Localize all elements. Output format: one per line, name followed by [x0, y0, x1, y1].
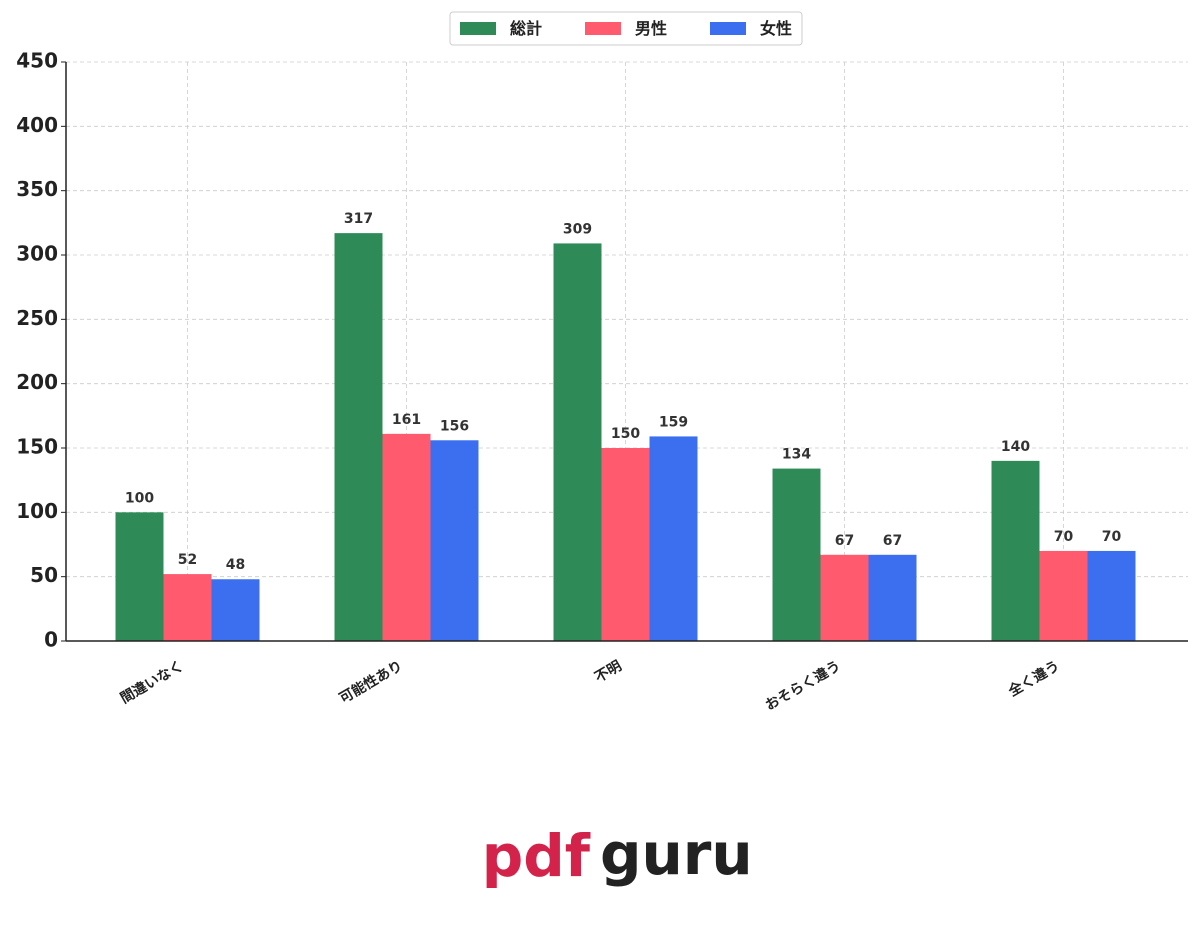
value-label: 156: [440, 418, 469, 434]
legend-swatch: [710, 22, 746, 35]
x-tick-label: 可能性あり: [336, 657, 405, 707]
legend-label: 男性: [635, 19, 667, 38]
value-label: 100: [125, 490, 154, 506]
value-label: 140: [1001, 439, 1030, 455]
bar: [868, 554, 917, 641]
y-tick-label: 450: [16, 49, 58, 73]
bar: [211, 579, 260, 641]
watermark-right: guru: [600, 820, 753, 888]
bar: [163, 574, 212, 641]
value-label: 317: [344, 211, 373, 227]
x-tick-label: 不明: [592, 658, 624, 686]
y-tick-label: 400: [16, 113, 58, 137]
bar: [1087, 550, 1136, 641]
bar: [553, 243, 602, 642]
value-label: 150: [611, 426, 640, 442]
legend-box: [449, 11, 803, 46]
y-tick-label: 0: [44, 628, 58, 652]
value-label: 159: [659, 414, 688, 430]
value-label: 134: [782, 447, 811, 463]
bar: [334, 233, 383, 642]
y-tick-label: 50: [30, 563, 58, 587]
legend-swatch: [460, 22, 496, 35]
x-tick-label: おそらく違う: [762, 657, 843, 714]
y-tick-label: 150: [16, 435, 58, 459]
bar: [430, 440, 479, 641]
bar: [1039, 550, 1088, 641]
bar: [382, 433, 431, 641]
bar: [820, 554, 869, 641]
value-label: 48: [226, 557, 245, 573]
value-label: 70: [1054, 529, 1074, 545]
value-label: 161: [392, 412, 421, 428]
legend-label: 総計: [510, 19, 542, 38]
bar: [601, 448, 650, 641]
value-label: 67: [835, 533, 854, 549]
value-label: 52: [178, 552, 197, 568]
bar: [115, 512, 164, 641]
y-tick-label: 350: [16, 177, 58, 201]
bar: [991, 460, 1040, 641]
x-tick-label: 全く違う: [1005, 657, 1063, 700]
bar: [649, 436, 698, 641]
value-label: 70: [1102, 529, 1122, 545]
y-tick-label: 250: [16, 306, 58, 330]
y-tick-label: 100: [16, 499, 58, 523]
value-label: 309: [563, 221, 592, 237]
y-tick-label: 300: [16, 242, 58, 266]
legend: 総計 男性 女性: [449, 11, 803, 46]
x-tick-label: 間違いなく: [117, 657, 186, 707]
legend-swatch: [585, 22, 621, 35]
value-label: 67: [883, 533, 902, 549]
watermark-left: pdf: [482, 822, 591, 890]
y-tick-label: 200: [16, 370, 58, 394]
legend-label: 女性: [760, 19, 792, 38]
bar: [772, 468, 821, 641]
